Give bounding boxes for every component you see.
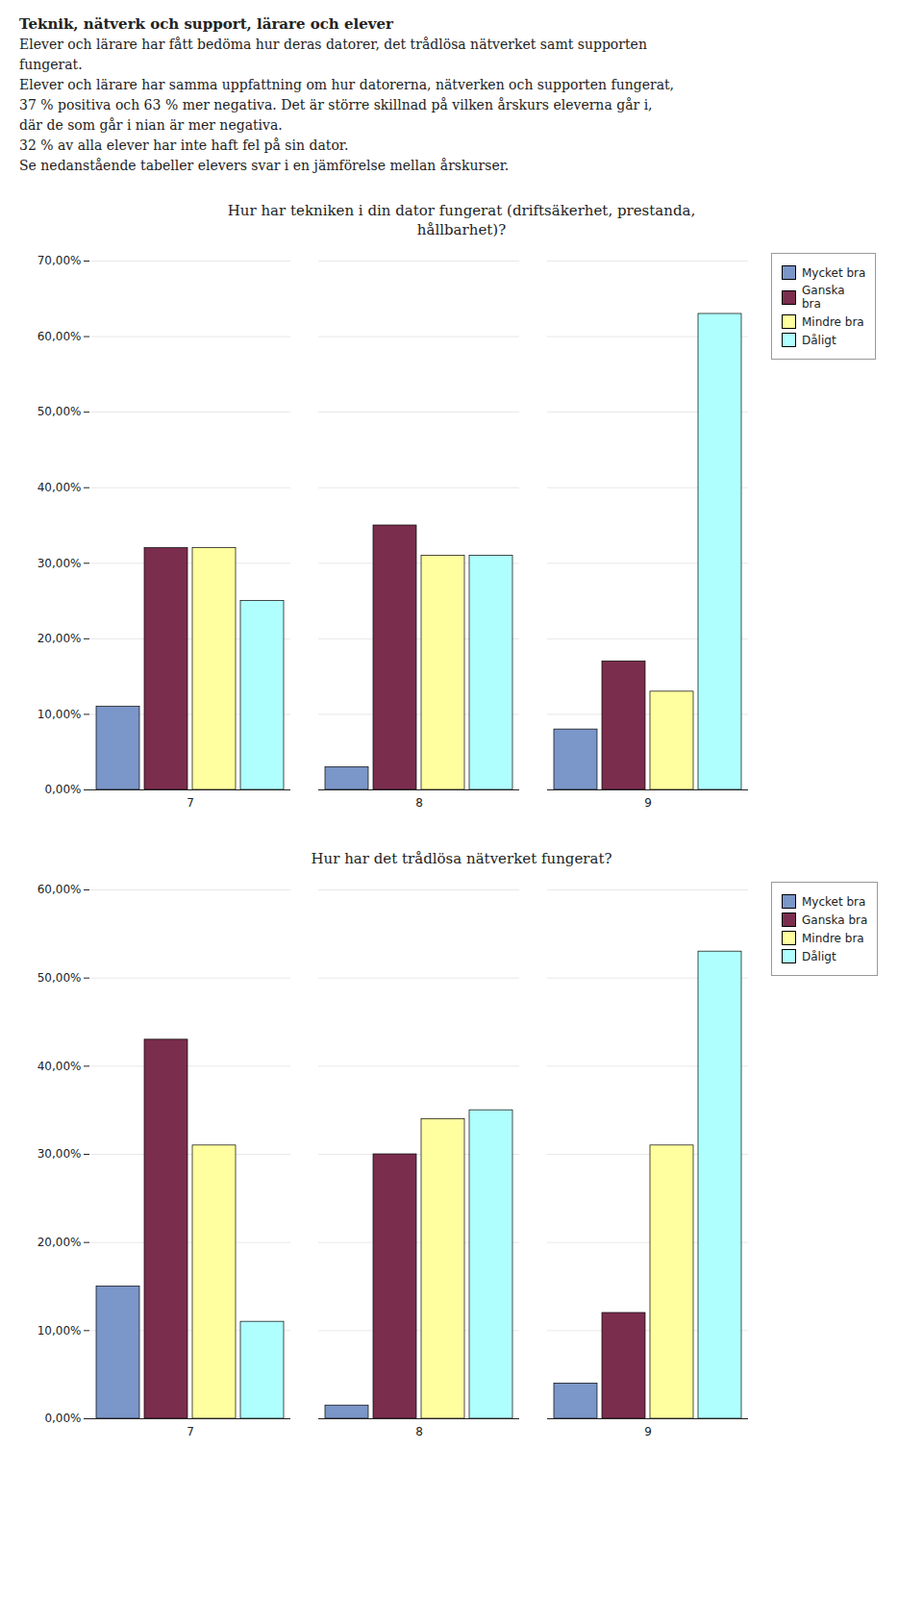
svg-text:60,00%: 60,00% [37, 882, 82, 897]
html-text:Dåligt: Dåligt [801, 333, 837, 347]
html-text:Se nedanstående tabeller eleve: Se nedanstående tabeller elevers svar i … [19, 157, 509, 174]
svg-text:60,00%: 60,00% [37, 329, 82, 344]
html-text:Ganska bra: Ganska bra [801, 912, 868, 927]
html-text:37 % positiva och 63 % mer neg: 37 % positiva och 63 % mer negativa. Det… [19, 97, 653, 113]
html-text:Mindre bra: Mindre bra [801, 931, 865, 945]
html-text:fungerat.: fungerat. [19, 56, 83, 73]
html-text:Hur har tekniken i din dator f: Hur har tekniken i din dator fungerat (d… [227, 201, 696, 239]
svg-text:10,00%: 10,00% [37, 707, 82, 722]
html-text:Mycket bra: Mycket bra [801, 894, 866, 909]
svg-text:40,00%: 40,00% [37, 1059, 82, 1073]
svg-text:0,00%: 0,00% [44, 782, 81, 797]
svg-text:7: 7 [186, 796, 195, 810]
html-text:Teknik, nätverk och support, l: Teknik, nätverk och support, lärare och … [19, 15, 394, 33]
svg-text:7: 7 [186, 1424, 195, 1439]
svg-text:0,00%: 0,00% [44, 1411, 81, 1425]
svg-text:20,00%: 20,00% [37, 1235, 82, 1249]
svg-text:9: 9 [644, 1424, 652, 1439]
svg-text:40,00%: 40,00% [37, 480, 82, 495]
html-text:Ganska bra: Ganska bra [801, 283, 845, 311]
svg-text:20,00%: 20,00% [37, 631, 82, 646]
html-text:Dåligt: Dåligt [801, 949, 837, 963]
svg-text:8: 8 [415, 1424, 424, 1439]
svg-text:30,00%: 30,00% [37, 556, 82, 571]
svg-text:70,00%: 70,00% [37, 253, 82, 268]
svg-text:50,00%: 50,00% [37, 971, 82, 985]
html-text:Elever och lärare har fått bed: Elever och lärare har fått bedöma hur de… [19, 36, 647, 52]
svg-text:10,00%: 10,00% [37, 1323, 82, 1338]
html-text:Mindre bra: Mindre bra [801, 314, 865, 329]
svg-text:50,00%: 50,00% [37, 404, 82, 419]
html-text:Hur har det trådlösa nätverket: Hur har det trådlösa nätverket fungerat? [311, 849, 612, 868]
svg-text:9: 9 [644, 796, 652, 810]
html-text:Elever och lärare har samma up: Elever och lärare har samma uppfattning … [19, 76, 675, 93]
svg-text:8: 8 [415, 796, 424, 810]
svg-text:30,00%: 30,00% [37, 1147, 82, 1161]
html-text:Mycket bra: Mycket bra [801, 265, 866, 280]
html-text:där de som går i nian är mer n: där de som går i nian är mer negativa. [19, 117, 283, 133]
html-text:32 % av alla elever har inte h: 32 % av alla elever har inte haft fel på… [19, 137, 349, 153]
